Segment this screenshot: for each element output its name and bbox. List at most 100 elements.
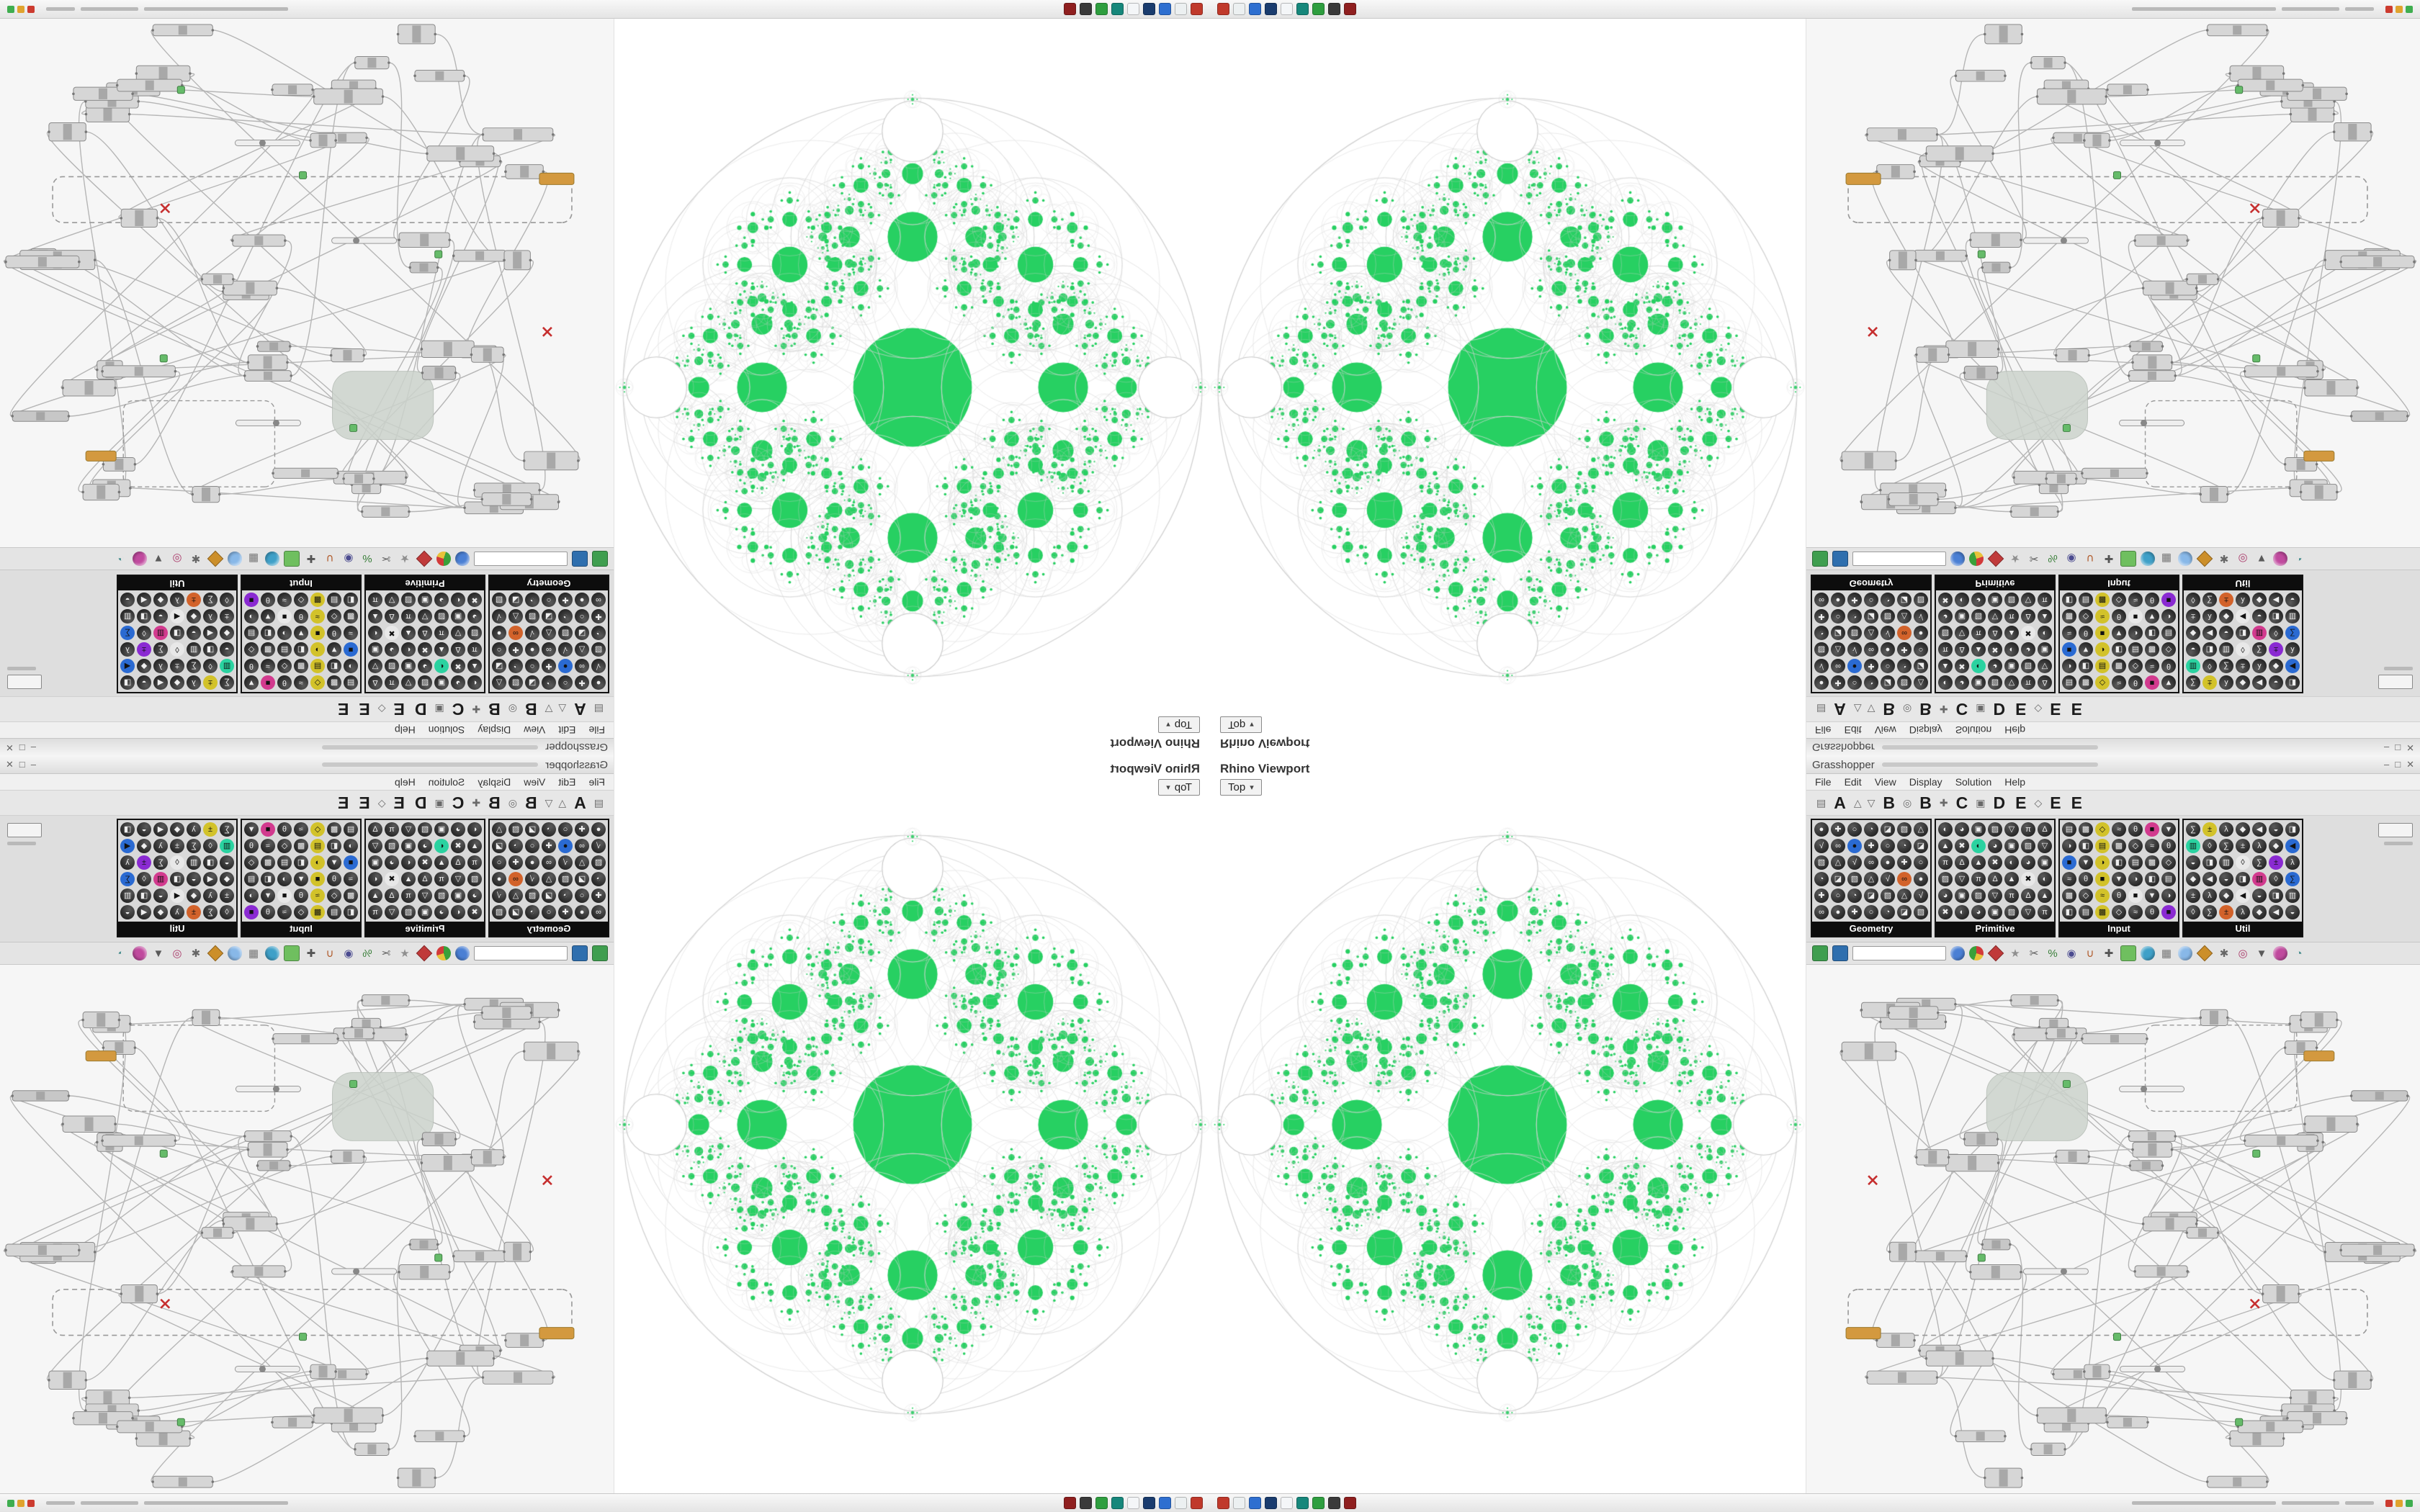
component-icon[interactable]: ≈ xyxy=(2112,822,2126,837)
category-tab[interactable]: B xyxy=(488,700,501,719)
component-icon[interactable]: ✖ xyxy=(1938,593,1953,607)
gh-node[interactable] xyxy=(408,261,439,274)
gh-node[interactable] xyxy=(470,1149,506,1166)
gh-node[interactable] xyxy=(272,1033,339,1045)
component-icon[interactable]: π xyxy=(1971,626,1986,640)
taskbar-icon[interactable] xyxy=(1217,1497,1229,1509)
category-tab-icon[interactable]: ▽ xyxy=(1867,703,1876,716)
component-icon[interactable]: ◕ xyxy=(2021,855,2035,870)
lens-icon[interactable] xyxy=(2178,946,2192,960)
component-icon[interactable]: ◀ xyxy=(2236,609,2250,624)
component-icon[interactable]: ∑ xyxy=(187,839,201,853)
component-icon[interactable]: ◀ xyxy=(137,905,151,919)
taskbar-icon[interactable] xyxy=(1064,1497,1076,1509)
category-tab[interactable]: B xyxy=(1883,700,1896,719)
component-icon[interactable]: ∞ xyxy=(542,855,556,870)
component-icon[interactable]: ◨ xyxy=(137,888,151,903)
component-icon[interactable]: ± xyxy=(2236,659,2250,673)
component-icon[interactable]: ▨ xyxy=(385,659,399,673)
component-icon[interactable]: ◨ xyxy=(170,872,184,886)
component-icon[interactable]: ≈ xyxy=(2145,659,2159,673)
component-icon[interactable]: ◒ xyxy=(2285,593,2300,607)
component-icon[interactable]: ✖ xyxy=(1988,855,2002,870)
component-icon[interactable]: ✖ xyxy=(1988,642,2002,657)
component-icon[interactable]: π xyxy=(385,675,399,690)
component-icon[interactable]: ∞ xyxy=(591,593,606,607)
component-icon[interactable]: ◕ xyxy=(385,855,399,870)
gh-node[interactable] xyxy=(2289,106,2336,122)
component-icon[interactable]: ✖ xyxy=(451,659,465,673)
component-icon[interactable]: √ xyxy=(591,839,606,853)
component-icon[interactable]: ▨ xyxy=(1938,626,1953,640)
asterisk-icon[interactable]: ✱ xyxy=(191,552,201,564)
gh-node[interactable] xyxy=(420,1153,475,1172)
component-icon[interactable]: ▼ xyxy=(2145,609,2159,624)
component-icon[interactable]: ◔ xyxy=(508,839,523,853)
grasshopper-titlebar[interactable]: Grasshopper – □ ✕ xyxy=(1806,756,2420,774)
component-icon[interactable]: ▼ xyxy=(261,888,275,903)
component-icon[interactable]: ◨ xyxy=(2236,872,2250,886)
category-tab-icon[interactable]: ▽ xyxy=(544,796,553,809)
component-icon[interactable]: ▤ xyxy=(310,839,325,853)
palette-group-header[interactable]: Input xyxy=(2060,922,2178,936)
component-icon[interactable]: ≈ xyxy=(2112,675,2126,690)
component-icon[interactable]: ✖ xyxy=(2021,872,2035,886)
gh-node[interactable] xyxy=(329,348,366,363)
cube-icon[interactable]: ▦ xyxy=(2161,552,2172,564)
component-icon[interactable]: θ xyxy=(327,626,341,640)
component-icon[interactable]: ◆ xyxy=(2219,888,2233,903)
gh-node-orange[interactable] xyxy=(1845,1327,1881,1340)
gh-slider[interactable] xyxy=(234,140,300,147)
component-icon[interactable]: λ xyxy=(203,609,218,624)
component-icon[interactable]: ∑ xyxy=(2202,593,2217,607)
component-icon[interactable]: △ xyxy=(542,872,556,886)
component-icon[interactable]: ▧ xyxy=(558,872,573,886)
component-icon[interactable]: ■ xyxy=(2145,822,2159,837)
component-icon[interactable]: ■ xyxy=(261,822,275,837)
component-icon[interactable]: ▽ xyxy=(451,626,465,640)
component-icon[interactable]: ▣ xyxy=(368,642,382,657)
component-icon[interactable]: ▤ xyxy=(277,855,292,870)
rhino-viewport[interactable]: Rhino Viewport Top ▾ xyxy=(1210,756,1806,1493)
gh-node[interactable] xyxy=(2332,1370,2372,1390)
gh-toggle-green[interactable] xyxy=(2113,1333,2122,1341)
component-icon[interactable]: ◨ xyxy=(170,626,184,640)
component-icon[interactable]: ◒ xyxy=(2269,822,2283,837)
component-icon[interactable]: ▽ xyxy=(2021,593,2035,607)
minimize-button[interactable]: – xyxy=(2384,742,2390,753)
category-tab-icon[interactable]: ◇ xyxy=(377,796,386,809)
component-icon[interactable]: ∑ xyxy=(2219,839,2233,853)
component-icon[interactable]: ▥ xyxy=(2186,839,2200,853)
category-tab[interactable]: D xyxy=(414,793,427,812)
paint-icon[interactable] xyxy=(133,946,147,960)
grasshopper-titlebar[interactable]: Grasshopper – □ ✕ xyxy=(0,738,614,756)
category-tab-icon[interactable]: ▽ xyxy=(1867,796,1876,809)
component-icon[interactable]: ◧ xyxy=(2062,593,2076,607)
lens-icon[interactable] xyxy=(2178,552,2192,566)
gh-node[interactable] xyxy=(309,1364,337,1380)
category-tab-icon[interactable]: ▣ xyxy=(1976,796,1986,809)
gh-node[interactable] xyxy=(2299,1011,2339,1029)
taskbar-icon[interactable] xyxy=(1312,1497,1325,1509)
component-icon[interactable]: π xyxy=(401,888,416,903)
component-icon[interactable]: ▨ xyxy=(401,593,416,607)
component-icon[interactable]: θ xyxy=(277,822,292,837)
component-icon[interactable]: ▨ xyxy=(1938,872,1953,886)
magnet-icon[interactable]: ∪ xyxy=(2086,552,2094,564)
scissors-icon[interactable]: ✂ xyxy=(2029,552,2039,564)
component-icon[interactable]: ▲ xyxy=(2038,609,2052,624)
component-icon[interactable]: ✚ xyxy=(558,905,573,919)
gh-node[interactable] xyxy=(1914,346,1950,363)
component-icon[interactable]: ▽ xyxy=(385,905,399,919)
palette-show-dropdown[interactable] xyxy=(7,675,42,689)
taskbar-icon[interactable] xyxy=(1328,3,1340,15)
gh-node[interactable] xyxy=(1912,1250,1968,1263)
component-icon[interactable]: ✖ xyxy=(451,839,465,853)
gh-node[interactable] xyxy=(2045,472,2078,485)
component-icon[interactable]: ± xyxy=(2202,675,2217,690)
palette-group-header[interactable]: Util xyxy=(2184,922,2302,936)
component-icon[interactable]: ◕ xyxy=(1988,839,2002,853)
component-icon[interactable]: ▼ xyxy=(2112,872,2126,886)
gh-node[interactable] xyxy=(151,24,215,37)
component-icon[interactable]: ◀ xyxy=(137,593,151,607)
